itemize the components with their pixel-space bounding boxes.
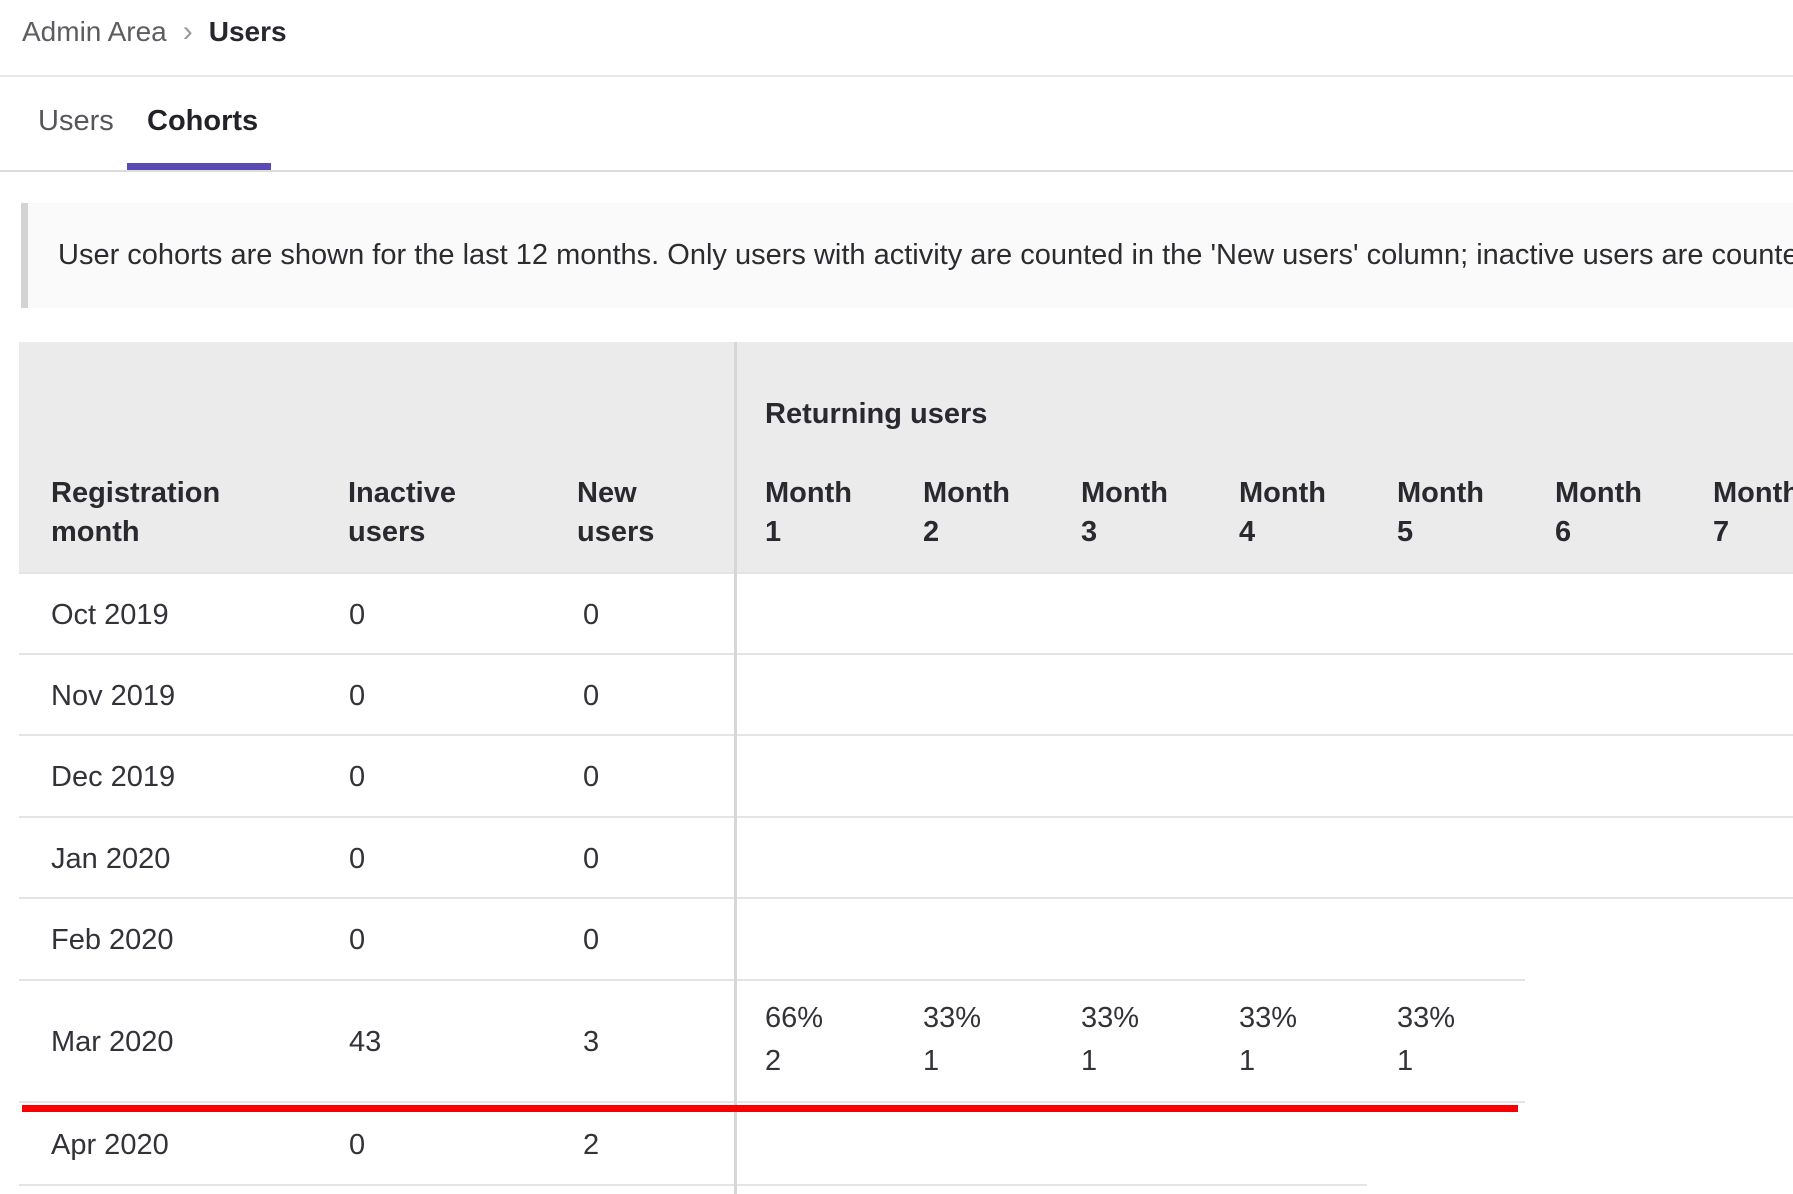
returning-users-group-header: Returning users [765, 398, 988, 430]
returning-percent: 66% [765, 1002, 824, 1034]
column-header-new-users: New users [577, 477, 655, 548]
cell-new-users: 3 [583, 1026, 600, 1058]
column-header-month-1: Month 1 [765, 477, 852, 548]
cohorts-table: Returning users Registration month Inact… [19, 342, 1793, 1194]
tab-users[interactable]: Users [38, 105, 114, 137]
returning-count: 2 [765, 1045, 782, 1077]
column-header-month-4: Month 4 [1239, 477, 1326, 548]
row-border [19, 897, 1793, 899]
returning-count: 1 [923, 1045, 940, 1077]
cell-new-users: 0 [583, 599, 600, 631]
cell-inactive-users: 0 [349, 1129, 366, 1161]
returning-count: 1 [1239, 1045, 1256, 1077]
breadcrumb-link-admin-area[interactable]: Admin Area [22, 16, 167, 47]
row-border [19, 1184, 1367, 1186]
cell-inactive-users: 0 [349, 761, 366, 793]
table-header-background [19, 342, 1793, 574]
breadcrumb: Admin Area › Users [22, 14, 287, 50]
cell-new-users: 2 [583, 1129, 600, 1161]
column-header-registration-month: Registration month [51, 477, 221, 548]
row-border [19, 734, 1793, 736]
returning-percent: 33% [1081, 1002, 1140, 1034]
column-header-month-3: Month 3 [1081, 477, 1168, 548]
tab-cohorts[interactable]: Cohorts [147, 105, 259, 137]
returning-count: 1 [1397, 1045, 1414, 1077]
returning-percent: 33% [1397, 1002, 1456, 1034]
info-banner-text: User cohorts are shown for the last 12 m… [58, 239, 1793, 271]
column-header-month-2: Month 2 [923, 477, 1010, 548]
tabs-divider [0, 170, 1793, 172]
column-header-month-6: Month 6 [1555, 477, 1642, 548]
column-header-inactive-users: Inactive users [348, 477, 456, 548]
active-tab-indicator [127, 163, 271, 170]
cell-new-users: 0 [583, 761, 600, 793]
breadcrumb-divider [0, 75, 1793, 77]
returning-count: 1 [1081, 1045, 1098, 1077]
cell-new-users: 0 [583, 924, 600, 956]
cell-inactive-users: 43 [349, 1026, 382, 1058]
cell-month-4: 33% 1 [1239, 997, 1297, 1083]
breadcrumb-link-users[interactable]: Users [208, 16, 287, 47]
cell-month-1: 66% 2 [765, 997, 823, 1083]
cell-inactive-users: 0 [349, 924, 366, 956]
cell-registration-month: Jan 2020 [51, 843, 171, 875]
breadcrumb-chevron-icon: › [182, 15, 193, 48]
cell-registration-month: Oct 2019 [51, 599, 169, 631]
cell-new-users: 0 [583, 680, 600, 712]
annotation-red-underline [22, 1105, 1518, 1112]
row-border [19, 653, 1793, 655]
returning-percent: 33% [1239, 1002, 1298, 1034]
column-header-month-7: Month 7 [1713, 477, 1793, 548]
cell-registration-month: Mar 2020 [51, 1026, 174, 1058]
cell-registration-month: Dec 2019 [51, 761, 176, 793]
cell-registration-month: Nov 2019 [51, 680, 176, 712]
cell-new-users: 0 [583, 843, 600, 875]
cell-inactive-users: 0 [349, 599, 366, 631]
column-group-divider [734, 342, 737, 1194]
cell-registration-month: Feb 2020 [51, 924, 174, 956]
returning-percent: 33% [923, 1002, 982, 1034]
cell-month-3: 33% 1 [1081, 997, 1139, 1083]
column-header-month-5: Month 5 [1397, 477, 1484, 548]
row-border [19, 979, 1525, 981]
header-bottom-border [19, 572, 1793, 574]
cell-inactive-users: 0 [349, 680, 366, 712]
cell-registration-month: Apr 2020 [51, 1129, 169, 1161]
cell-month-5: 33% 1 [1397, 997, 1455, 1083]
info-banner: User cohorts are shown for the last 12 m… [21, 203, 1793, 308]
row-border [19, 1101, 1525, 1103]
cell-inactive-users: 0 [349, 843, 366, 875]
cell-month-2: 33% 1 [923, 997, 981, 1083]
row-border [19, 816, 1793, 818]
